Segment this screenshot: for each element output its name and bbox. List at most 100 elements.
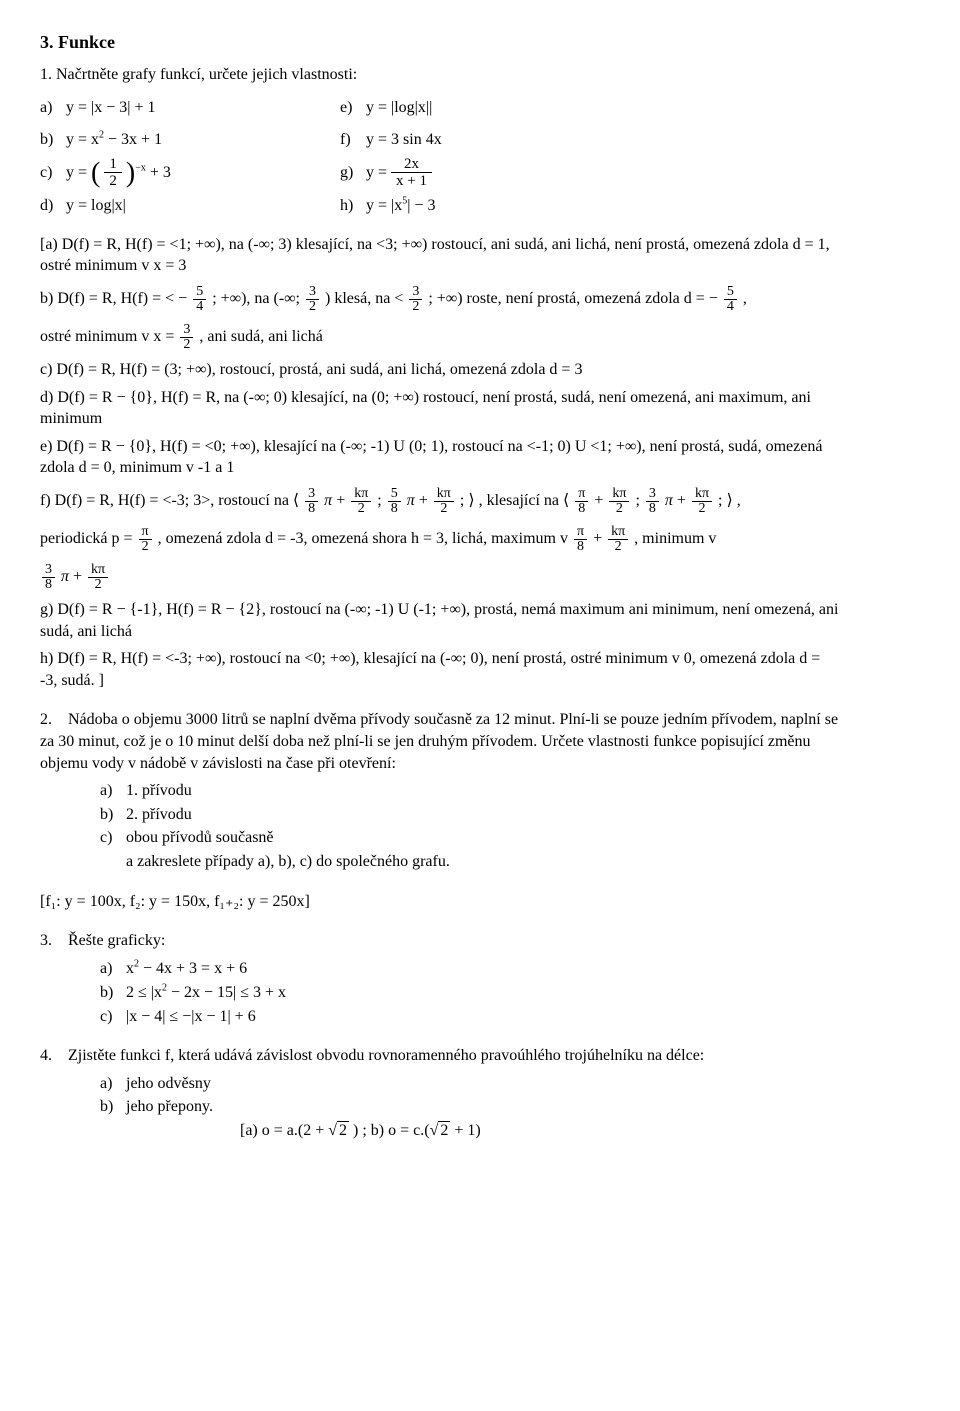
task-1-row-b-f: b) y = x2 − 3x + 1 f) y = 3 sin 4x: [40, 124, 840, 156]
plus: +: [336, 492, 345, 509]
eq-g-head: y =: [366, 164, 391, 181]
ans-a: [a) D(f) = R, H(f) = <1; +∞), na (-∞; 3)…: [40, 234, 840, 277]
f: 8: [575, 501, 588, 516]
f: 2: [692, 501, 712, 516]
txt: , ani sudá, ani lichá: [199, 328, 323, 345]
label-c: c): [40, 157, 62, 189]
ans-f-line1: f) D(f) = R, H(f) = <-3; 3>, rostoucí na…: [40, 485, 840, 517]
ans-c: c) D(f) = R, H(f) = (3; +∞), rostoucí, p…: [40, 359, 840, 381]
rangle-icon: ⟩: [726, 492, 732, 509]
f: 3: [306, 285, 319, 299]
label-e: e): [340, 92, 362, 124]
task-3-c: c) |x − 4| ≤ −|x − 1| + 6: [40, 1006, 840, 1028]
eq-g: y = 2x x + 1: [366, 164, 432, 181]
minus: −: [178, 290, 187, 307]
sqrt-a: 2: [337, 1121, 349, 1139]
plus: +: [677, 492, 686, 509]
lparen-icon: (: [91, 157, 100, 188]
f: 2: [351, 501, 371, 516]
task-2-intro: 2. Nádoba o objemu 3000 litrů se naplní …: [40, 709, 840, 774]
label-b: b): [100, 982, 122, 1004]
f: 2: [409, 299, 422, 314]
txt: obou přívodů současně: [126, 829, 274, 846]
task-1-row-c-g: c) y = ( 1 2 )−x + 3 g) y = 2x x + 1: [40, 156, 840, 190]
pi: π: [61, 568, 69, 585]
txt: jeho odvěsny: [126, 1075, 211, 1092]
task-2-c2: a zakreslete případy a), b), c) do spole…: [40, 851, 840, 873]
langle-icon: ⟨: [563, 492, 569, 509]
rangle-icon: ⟩: [468, 492, 474, 509]
txt: , minimum v: [634, 530, 716, 547]
f: 2: [608, 539, 628, 554]
label-g: g): [340, 157, 362, 189]
label-h: h): [340, 190, 362, 222]
label-a: a): [100, 780, 122, 802]
task-2-b: b) 2. přívodu: [40, 804, 840, 826]
eq-c-head: y =: [66, 164, 91, 181]
eq-c-exp: −x: [135, 162, 146, 173]
f: π: [575, 487, 588, 501]
f: 8: [305, 501, 318, 516]
rparen-icon: ): [126, 157, 135, 188]
txt: periodická p =: [40, 530, 137, 547]
ans-f-line2: periodická p = π2 , omezená zdola d = -3…: [40, 523, 840, 555]
task-3-b: b) 2 ≤ |x2 − 2x − 15| ≤ 3 + x: [40, 982, 840, 1004]
task-num: 3.: [40, 930, 64, 952]
f: kπ: [434, 487, 454, 501]
task-3-a: a) x2 − 4x + 3 = x + 6: [40, 958, 840, 980]
f: 8: [388, 501, 401, 516]
txt: f) D(f) = R, H(f) = <-3; 3>, rostoucí na: [40, 492, 293, 509]
f: kπ: [88, 563, 108, 577]
txt: , klesající na: [479, 492, 563, 509]
task-2-p1: Nádoba o objemu 3000 litrů se naplní dvě…: [40, 711, 838, 771]
eq-g-num: 2x: [391, 156, 432, 173]
f: 3: [180, 323, 193, 337]
ans-e: e) D(f) = R − {0}, H(f) = <0; +∞), klesa…: [40, 436, 840, 479]
sqrt-b: 2: [438, 1121, 450, 1139]
plus: +: [594, 492, 603, 509]
eq-h-pre: y = |x: [366, 197, 402, 214]
eq-d: y = log|x|: [66, 197, 126, 214]
pi: π: [665, 492, 673, 509]
task-num: 1.: [40, 66, 52, 83]
f: π: [139, 525, 152, 539]
f: 2: [139, 539, 152, 554]
txt: a zakreslete případy a), b), c) do spole…: [126, 853, 450, 870]
ans-h: h) D(f) = R, H(f) = <-3; +∞), rostoucí n…: [40, 648, 840, 691]
txt: 1. přívodu: [126, 782, 192, 799]
eq-b: y = x2 − 3x + 1: [66, 131, 162, 148]
f: 4: [193, 299, 206, 314]
post: − 4x + 3 = x + 6: [139, 960, 247, 977]
task-4-a: a) jeho odvěsny: [40, 1073, 840, 1095]
f: 3: [409, 285, 422, 299]
f: kπ: [351, 487, 371, 501]
semi: ;: [377, 492, 381, 509]
task-4-intro: 4. Zjistěte funkci f, která udává závisl…: [40, 1045, 840, 1067]
f: kπ: [609, 487, 629, 501]
f: 8: [646, 501, 659, 516]
label-d: d): [40, 190, 62, 222]
eq-g-den: x + 1: [391, 172, 432, 190]
txt: ,: [743, 290, 747, 307]
post: − 2x − 15| ≤ 3 + x: [167, 984, 286, 1001]
eq-b-pre: y = x: [66, 131, 99, 148]
eq-c-frac-num: 1: [104, 156, 122, 173]
label-b: b): [100, 1096, 122, 1118]
txt: , omezená zdola d = -3, omezená shora h …: [158, 530, 572, 547]
txt: + 1): [450, 1122, 480, 1139]
f: 5: [724, 285, 737, 299]
txt: ,: [737, 492, 741, 509]
txt: [a) o = a.(2 +: [240, 1122, 328, 1139]
task-4-ans: [a) o = a.(2 + 2 ) ; b) o = c.(2 + 1): [40, 1120, 840, 1142]
task-2-a: a) 1. přívodu: [40, 780, 840, 802]
eq-3a: x2 − 4x + 3 = x + 6: [126, 960, 247, 977]
f: 8: [574, 539, 587, 554]
f: 3: [42, 563, 55, 577]
task-2-c: c) obou přívodů současně: [40, 827, 840, 849]
ans-b-pre: b) D(f) = R, H(f) = <: [40, 290, 178, 307]
f: 2: [88, 577, 108, 592]
task-4-b: b) jeho přepony.: [40, 1096, 840, 1118]
minus: −: [709, 290, 718, 307]
label-a: a): [40, 92, 62, 124]
eq-e: y = |log|x||: [366, 99, 432, 116]
